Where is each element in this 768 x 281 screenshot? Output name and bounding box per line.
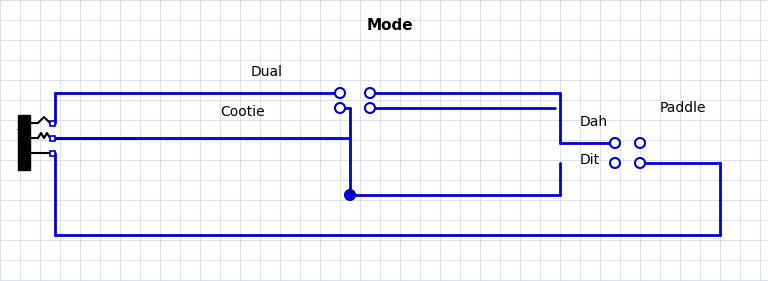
Text: J1: J1 bbox=[18, 117, 29, 130]
Circle shape bbox=[610, 138, 620, 148]
Circle shape bbox=[635, 158, 645, 168]
Bar bbox=[18, 115, 30, 170]
Bar bbox=[50, 135, 55, 140]
Circle shape bbox=[335, 88, 345, 98]
Bar bbox=[50, 121, 55, 126]
Circle shape bbox=[610, 158, 620, 168]
Bar bbox=[50, 151, 55, 155]
Text: Dah: Dah bbox=[580, 115, 608, 129]
Text: Mode: Mode bbox=[366, 18, 413, 33]
Text: Dit: Dit bbox=[580, 153, 600, 167]
Circle shape bbox=[345, 190, 355, 200]
Text: Paddle: Paddle bbox=[660, 101, 707, 115]
Circle shape bbox=[335, 103, 345, 113]
Circle shape bbox=[365, 88, 375, 98]
Circle shape bbox=[365, 103, 375, 113]
Text: Cootie: Cootie bbox=[220, 105, 265, 119]
Circle shape bbox=[635, 138, 645, 148]
Text: Dual: Dual bbox=[251, 65, 283, 79]
